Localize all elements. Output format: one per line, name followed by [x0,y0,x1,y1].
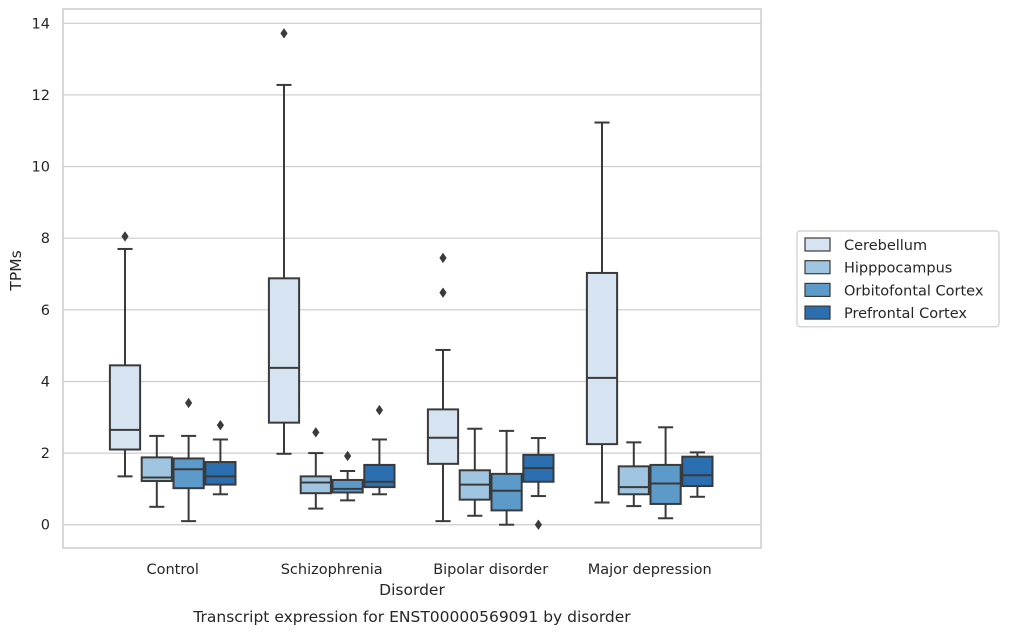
y-tick-label: 2 [41,446,50,462]
outlier-point [439,287,447,298]
box-group [267,28,301,455]
y-tick-label: 14 [32,16,50,32]
legend-label: Hipppocampus [844,261,952,277]
box-group [299,427,332,510]
x-tick-label: Control [146,562,198,578]
x-tick-label: Schizophrenia [281,562,383,578]
legend-swatch [804,305,831,320]
outlier-point [185,397,193,409]
legend-swatch [804,282,831,297]
legend-label: Orbitofontal Cortex [844,283,984,299]
box-group [204,419,237,496]
box-iqr [299,475,332,495]
box-iqr [426,408,460,465]
box-iqr [140,456,173,483]
outlier-point [439,252,447,264]
box-iqr [331,478,364,494]
outlier-point [280,28,288,39]
chart-caption: Transcript expression for ENST0000056909… [192,608,631,626]
outlier-point [375,404,384,416]
x-tick-label: Major depression [588,562,712,578]
box-group [363,404,396,496]
gridlines [63,22,761,526]
box-group [681,451,714,498]
box-group [617,441,650,508]
legend-swatch [804,237,831,252]
box-group [426,252,460,523]
y-tick-label: 0 [41,518,50,534]
plot-boxes [108,28,714,530]
outlier-point [344,450,352,462]
y-tick-label: 12 [32,88,50,104]
box-iqr [267,277,301,424]
box-group [172,397,205,523]
y-tick-labels: 0 2 4 6 8 10 12 14 [32,16,50,533]
legend-label: Prefrontal Cortex [844,306,967,322]
outlier-point [534,519,543,530]
y-tick-label: 10 [32,160,50,176]
box-group [585,121,619,504]
box-iqr [363,463,396,489]
box-iqr [681,455,714,488]
outlier-point [216,419,225,431]
x-tick-label: Bipolar disorder [433,562,548,578]
box-iqr [204,461,237,486]
box-iqr [172,457,205,490]
y-tick-label: 8 [41,231,50,247]
box-iqr [490,472,523,512]
outlier-point [312,427,320,438]
box-group [649,426,682,520]
box-group [522,437,555,530]
box-group [490,429,523,526]
legend-label: Cerebellum [844,238,927,254]
x-axis-label: Disorder [379,581,445,599]
box-iqr [617,465,650,496]
box-group [108,231,142,478]
box-group [140,434,173,508]
legend: Cerebellum Hipppocampus Orbitofontal Corte… [796,230,1000,328]
box-iqr [585,271,619,446]
y-axis-label: TPMs [7,250,25,291]
x-tick-labels: Control Schizophrenia Bipolar disorder Majo… [146,562,711,578]
y-tick-label: 6 [41,303,50,319]
y-tick-label: 4 [41,374,50,390]
box-iqr [108,364,142,451]
plot-frame [62,8,762,549]
box-group [458,427,491,517]
outlier-point [121,231,129,242]
box-group [331,450,364,502]
legend-frame [796,230,1000,328]
legend-swatch [804,260,831,275]
